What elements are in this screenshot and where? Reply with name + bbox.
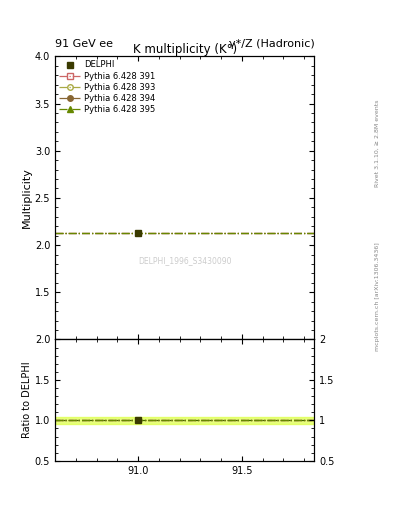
Y-axis label: Multiplicity: Multiplicity <box>22 167 32 228</box>
Y-axis label: Ratio to DELPHI: Ratio to DELPHI <box>22 362 32 438</box>
Title: K multiplicity (K°): K multiplicity (K°) <box>133 44 237 56</box>
Text: mcplots.cern.ch [arXiv:1306.3436]: mcplots.cern.ch [arXiv:1306.3436] <box>375 243 380 351</box>
Text: γ*/Z (Hadronic): γ*/Z (Hadronic) <box>229 38 314 49</box>
Text: DELPHI_1996_S3430090: DELPHI_1996_S3430090 <box>138 255 231 265</box>
Text: 91 GeV ee: 91 GeV ee <box>55 38 113 49</box>
Legend: DELPHI, Pythia 6.428 391, Pythia 6.428 393, Pythia 6.428 394, Pythia 6.428 395: DELPHI, Pythia 6.428 391, Pythia 6.428 3… <box>57 59 157 116</box>
Bar <box>55 417 314 423</box>
Text: Rivet 3.1.10, ≥ 2.8M events: Rivet 3.1.10, ≥ 2.8M events <box>375 100 380 187</box>
